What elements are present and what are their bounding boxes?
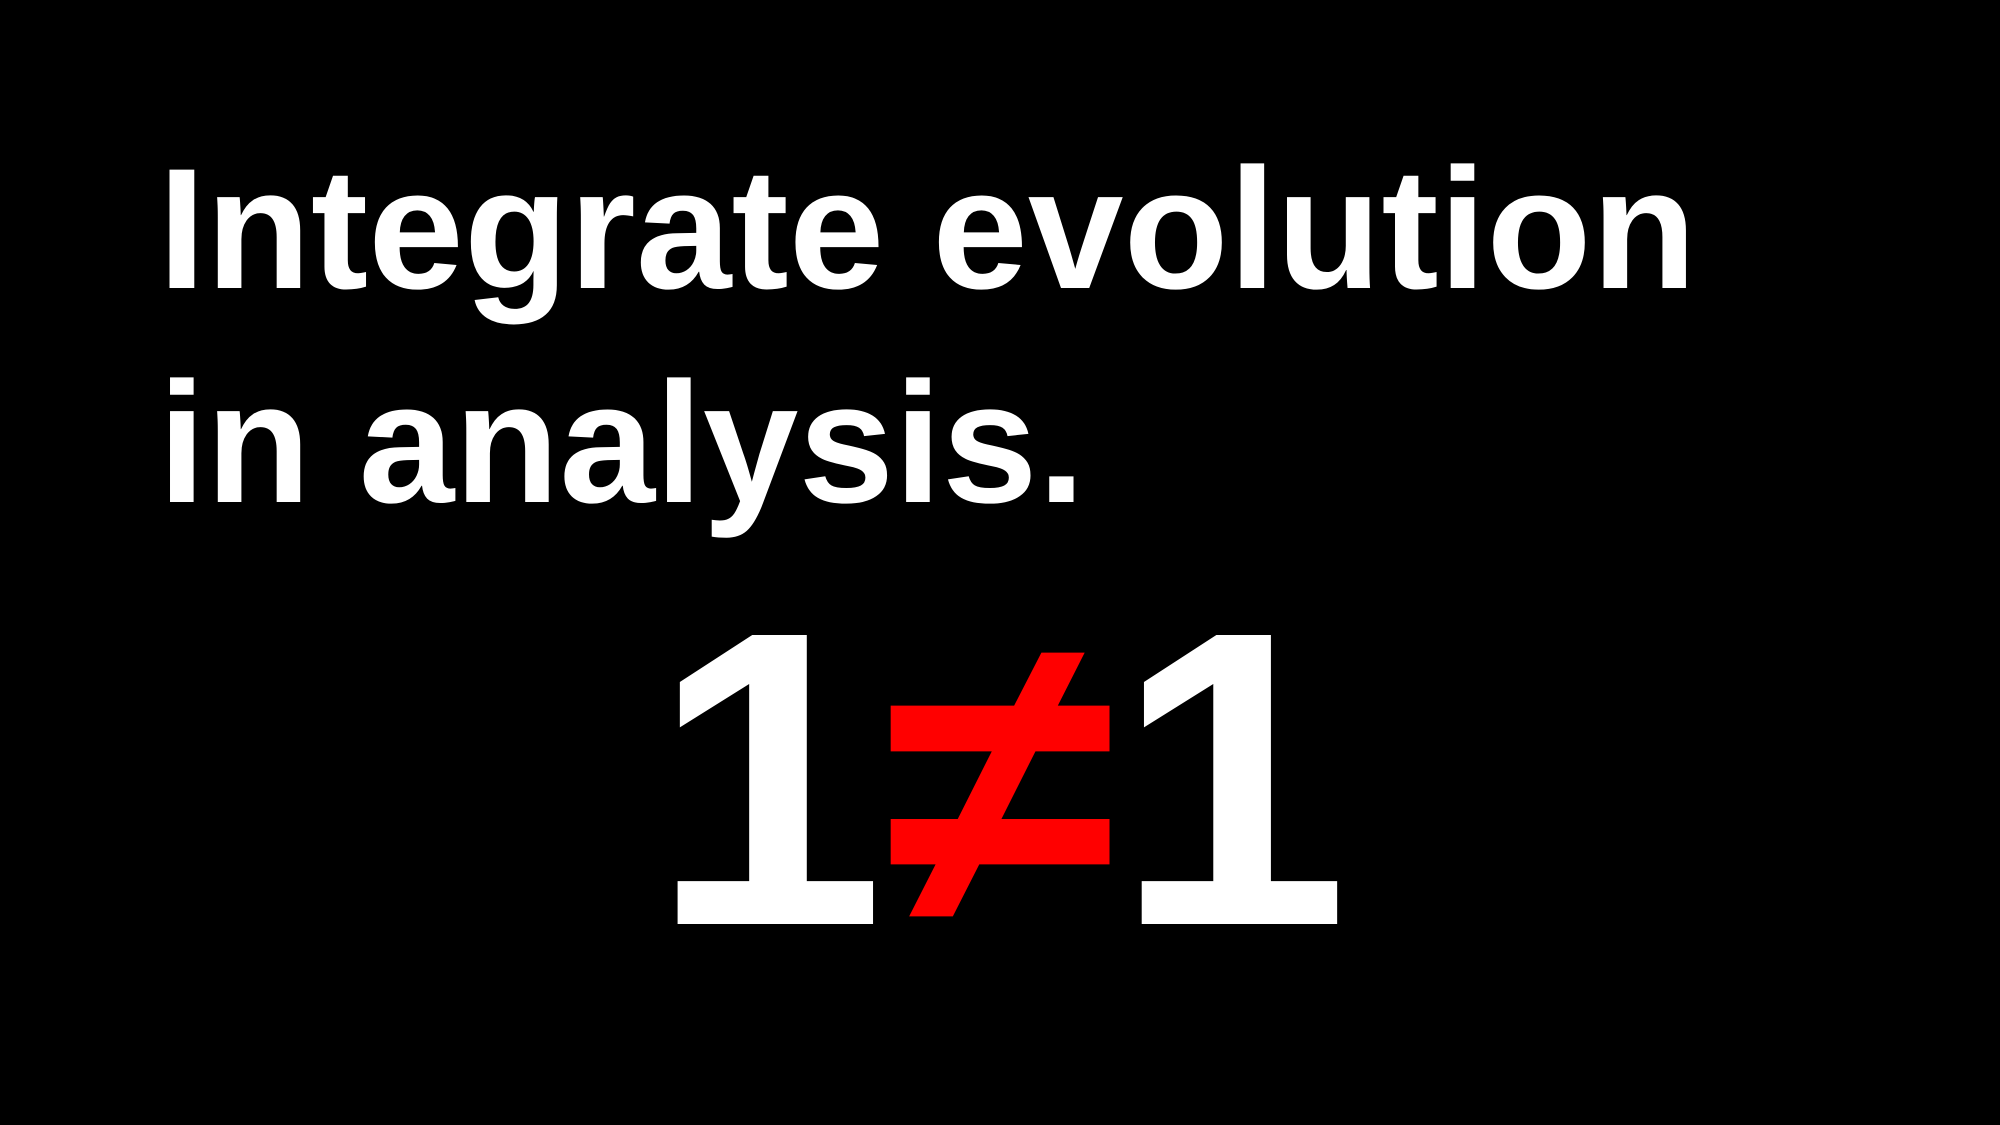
headline-line-1: Integrate evolution bbox=[158, 133, 1697, 325]
headline-line-2: in analysis. bbox=[158, 347, 1086, 539]
equation-right-operand: 1 bbox=[1115, 545, 1349, 1014]
not-equal-sign: ≠ bbox=[884, 545, 1116, 1014]
equation: 1≠1 bbox=[0, 570, 2000, 990]
headline: Integrate evolution in analysis. bbox=[158, 122, 1697, 550]
equation-left-operand: 1 bbox=[651, 545, 885, 1014]
